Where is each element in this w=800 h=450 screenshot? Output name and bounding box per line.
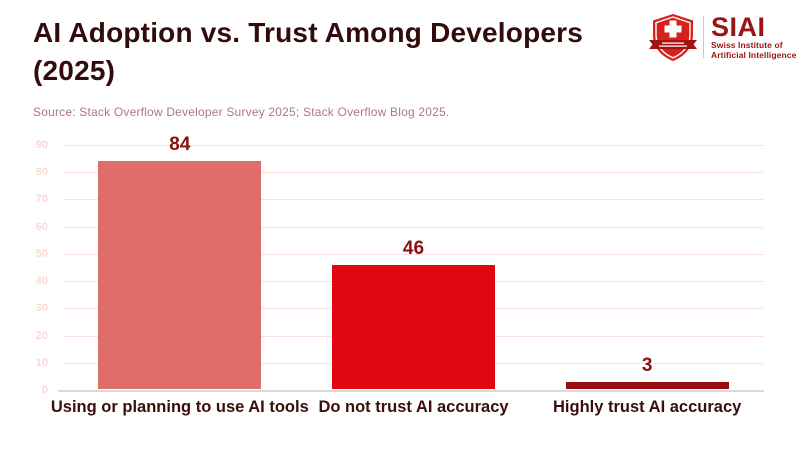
y-tick-label: 60 [35, 220, 48, 233]
bar-value-label: 84 [169, 134, 191, 156]
y-tick-label: 50 [35, 247, 48, 260]
gridline [63, 226, 764, 228]
y-tick-label: 80 [35, 166, 48, 179]
gridline [63, 253, 764, 255]
logo-subtitle-line1: Swiss Institute of [711, 40, 783, 50]
y-tick-label: 30 [35, 302, 48, 315]
y-tick-label: 40 [35, 275, 48, 288]
category-label: Do not trust AI accuracy [318, 398, 509, 416]
y-tick-label: 70 [35, 193, 48, 206]
siai-shield-icon [649, 14, 697, 61]
y-tick-label: 90 [35, 139, 48, 151]
bar [98, 161, 262, 389]
gridline [63, 172, 764, 174]
bar-value-label: 46 [402, 237, 425, 259]
logo-subtitle-line2: Artificial Intelligence [711, 50, 797, 60]
siai-logo-text: SIAI Swiss Institute of Artificial Intel… [711, 12, 797, 61]
page-title: AI Adoption vs. Trust Among Developers (… [33, 17, 584, 86]
y-tick-label: 10 [35, 356, 48, 369]
y-tick-label: 20 [35, 329, 48, 342]
category-label: Using or planning to use AI tools [50, 398, 309, 416]
bar [332, 264, 495, 389]
gridline [63, 199, 764, 201]
x-axis-line [58, 390, 764, 392]
logo-divider [703, 16, 704, 58]
y-tick-label: 0 [41, 384, 48, 396]
siai-logo: SIAI Swiss Institute of Artificial Intel… [648, 12, 796, 62]
logo-acronym: SIAI [711, 12, 766, 42]
category-label: Highly trust AI accuracy [553, 398, 742, 416]
bar [565, 381, 729, 389]
bar-value-label: 3 [641, 354, 653, 376]
gridline [63, 145, 764, 146]
source-note: Source: Stack Overflow Developer Survey … [33, 105, 450, 119]
